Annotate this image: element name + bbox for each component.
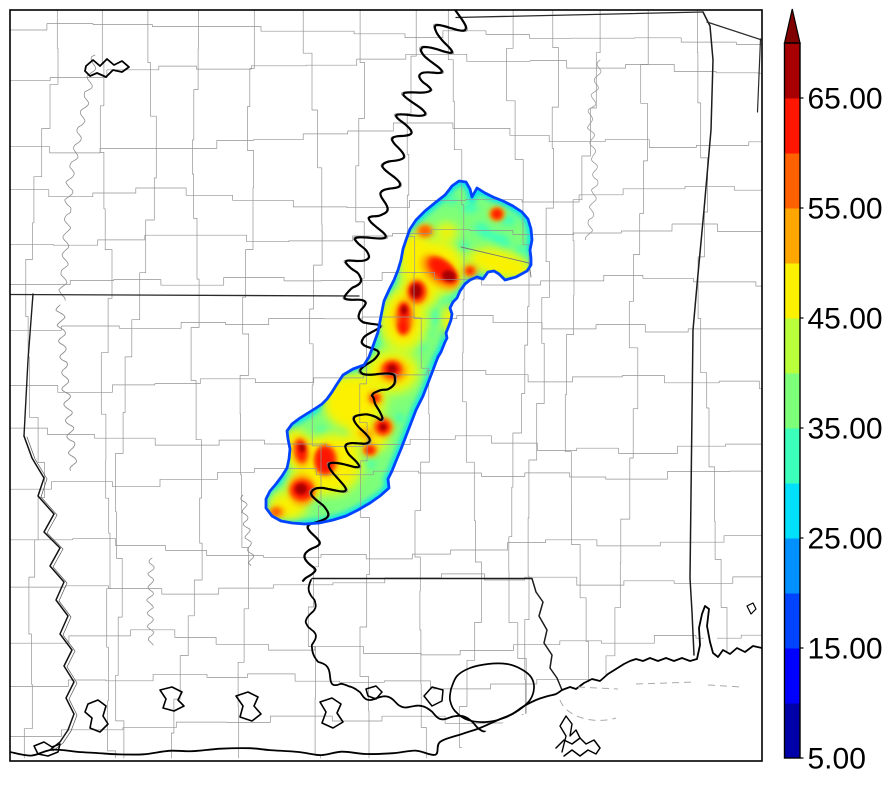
- svg-text:35.00: 35.00: [808, 413, 883, 446]
- svg-text:15.00: 15.00: [808, 633, 883, 666]
- svg-text:55.00: 55.00: [808, 193, 883, 226]
- svg-text:25.00: 25.00: [808, 523, 883, 556]
- svg-text:45.00: 45.00: [808, 303, 883, 336]
- svg-text:5.00: 5.00: [808, 743, 866, 776]
- svg-text:65.00: 65.00: [808, 83, 883, 116]
